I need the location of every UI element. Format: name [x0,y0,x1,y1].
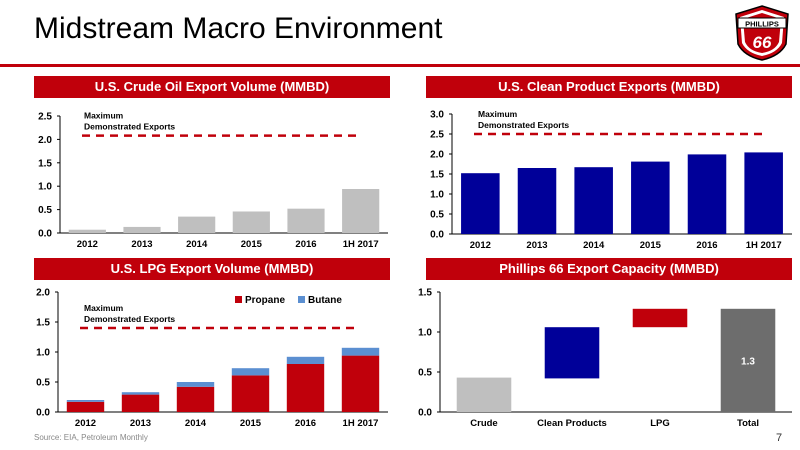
lpg-y-tick-label: 1.5 [36,318,50,329]
p66-bar-crude [456,377,512,412]
p66-bar-lpg [632,308,688,328]
clean-ref-label-line1: Maximum [478,109,518,119]
clean-x-tick-label: 2012 [470,240,491,251]
lpg-bar-butane [286,356,325,364]
lpg-x-tick-label: 2014 [185,418,207,429]
clean-y-tick-label: 1.5 [430,170,444,181]
lpg-x-tick-label: 2015 [240,418,262,429]
lpg-y-tick-label: 0.5 [36,378,50,389]
title-divider [0,64,800,67]
p66-x-tick-label: Crude [470,418,497,429]
logo-top-text: PHILLIPS [745,20,779,29]
lpg-bar-propane [286,364,325,412]
crude-bar [123,226,161,233]
crude-x-tick-label: 2014 [186,239,208,250]
lpg-bar-propane [231,375,270,412]
lpg-bar-butane [176,382,215,387]
lpg-bar-butane [341,347,380,356]
crude-bar [287,208,325,233]
clean-y-tick-label: 3.0 [430,110,444,121]
logo-number: 66 [753,33,772,52]
lpg-legend-swatch-butane [298,296,305,303]
clean-ref-label-line2: Demonstrated Exports [478,120,569,130]
lpg-y-tick-label: 0.0 [36,408,50,419]
clean-x-tick-label: 1H 2017 [746,240,782,251]
lpg-ref-label-line1: Maximum [84,303,124,313]
p66-y-tick-label: 0.0 [418,408,432,419]
lpg-bar-butane [121,392,160,395]
p66-bar-clean-products [544,327,600,379]
crude-y-tick-label: 0.5 [38,205,52,216]
source-note: Source: EIA, Petroleum Monthly [34,433,148,442]
lpg-x-tick-label: 2012 [75,418,96,429]
clean-x-tick-label: 2015 [640,240,662,251]
crude-ref-label-line2: Demonstrated Exports [84,122,175,132]
clean-y-tick-label: 0.5 [430,210,444,221]
crude-bar [68,229,106,233]
clean-x-tick-label: 2016 [696,240,717,251]
lpg-ref-label-line2: Demonstrated Exports [84,314,175,324]
lpg-legend-label-propane: Propane [245,295,285,306]
crude-y-tick-label: 1.0 [38,182,52,193]
clean-bar [744,152,783,234]
clean-y-tick-label: 2.0 [430,150,444,161]
lpg-bar-propane [341,355,380,412]
crude-x-tick-label: 1H 2017 [343,239,379,250]
crude-y-tick-label: 1.5 [38,158,52,169]
lpg-bar-butane [66,400,105,402]
lpg-x-tick-label: 2016 [295,418,316,429]
clean-y-tick-label: 2.5 [430,130,444,141]
crude-bar [178,216,216,233]
p66-bar-total [720,308,776,412]
p66-x-tick-label: LPG [650,418,670,429]
crude-x-tick-label: 2013 [131,239,152,250]
lpg-legend-label-butane: Butane [308,295,342,306]
phillips-66-logo: PHILLIPS 66 [735,5,789,61]
p66-x-tick-label: Total [737,418,759,429]
clean-bar [461,173,500,234]
lpg-bar-propane [66,401,105,412]
page-title: Midstream Macro Environment [34,12,443,45]
lpg-bar-butane [231,368,270,376]
lpg-bar-propane [121,394,160,412]
clean-chart-title: U.S. Clean Product Exports (MMBD) [426,76,792,98]
clean-y-tick-label: 0.0 [430,230,444,241]
page-number: 7 [776,432,783,444]
crude-chart-title: U.S. Crude Oil Export Volume (MMBD) [34,76,390,98]
lpg-x-tick-label: 1H 2017 [343,418,379,429]
clean-bar [574,167,613,234]
clean-y-tick-label: 1.0 [430,190,444,201]
crude-x-tick-label: 2015 [241,239,263,250]
crude-bar [342,189,380,233]
p66-chart-title: Phillips 66 Export Capacity (MMBD) [426,258,792,280]
crude-y-tick-label: 0.0 [38,229,52,240]
lpg-chart-title: U.S. LPG Export Volume (MMBD) [34,258,390,280]
crude-y-tick-label: 2.0 [38,135,52,146]
crude-bar [232,211,270,233]
crude-ref-label-line1: Maximum [84,111,124,121]
lpg-y-tick-label: 1.0 [36,348,50,359]
lpg-x-tick-label: 2013 [130,418,151,429]
crude-y-tick-label: 2.5 [38,112,52,123]
lpg-legend-swatch-propane [235,296,242,303]
crude-x-tick-label: 2012 [77,239,98,250]
crude-x-tick-label: 2016 [295,239,316,250]
clean-x-tick-label: 2014 [583,240,605,251]
clean-bar [517,168,557,234]
clean-x-tick-label: 2013 [526,240,547,251]
p66-y-tick-label: 1.0 [418,328,432,339]
clean-bar [687,154,727,234]
p66-total-label: 1.3 [741,356,755,367]
clean-bar [631,161,670,234]
p66-x-tick-label: Clean Products [537,418,607,429]
p66-y-tick-label: 0.5 [418,368,432,379]
lpg-y-tick-label: 2.0 [36,288,50,299]
lpg-bar-propane [176,386,215,412]
p66-y-tick-label: 1.5 [418,288,432,299]
